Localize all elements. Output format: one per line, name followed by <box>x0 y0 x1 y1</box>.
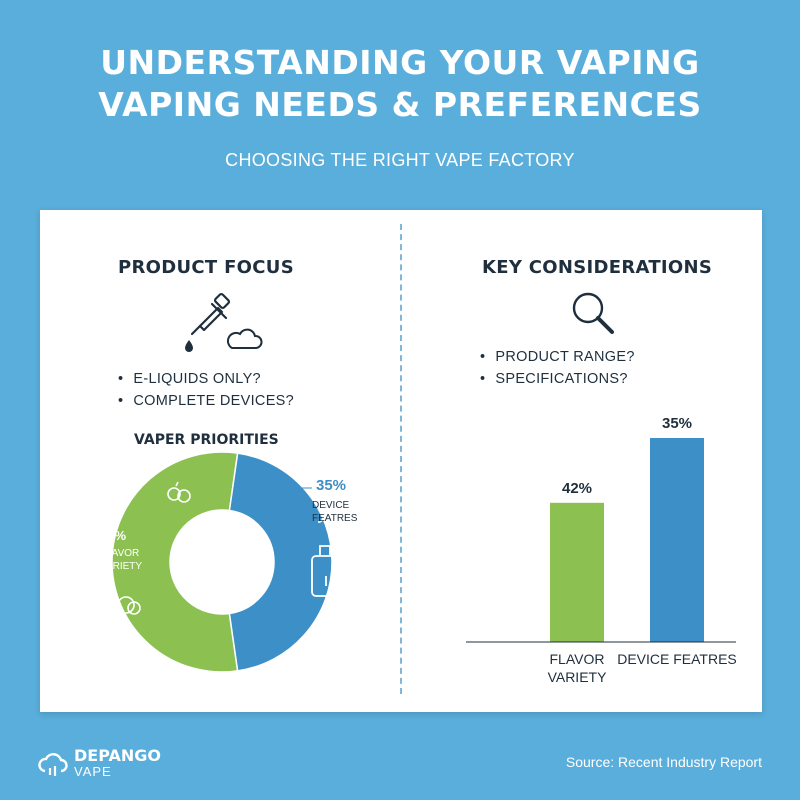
page-subtitle: CHOOSING THE RIGHT VAPE FACTORY <box>225 150 575 170</box>
key-considerations-heading: KEY CONSIDERATIONS <box>482 257 713 278</box>
device-value-label: 35% <box>316 477 346 494</box>
donut-slice-device <box>228 452 333 672</box>
device-label-line2: FEATRES <box>312 513 358 524</box>
fruit-icon <box>117 596 141 615</box>
bar-flavor-variety <box>550 502 604 642</box>
bar-series: 42% FLAVOR VARIETY 35% DEVICE FEATRES <box>548 415 737 685</box>
cloud-logo-icon <box>38 752 68 776</box>
donut-chart: 42% FLAVOR VARIETY 35% DEVICE FEATRES <box>100 451 358 673</box>
magnifier-icon <box>572 292 614 334</box>
page-title: UNDERSTANDING YOUR VAPING VAPING NEEDS &… <box>0 42 800 126</box>
bar-value-label: 35% <box>662 415 692 432</box>
title-line-2: VAPING NEEDS & PREFERENCES <box>98 85 702 124</box>
flavor-value-label: 42% <box>100 528 126 543</box>
bar-category-label: DEVICE FEATRES <box>617 651 737 667</box>
vape-device-icon <box>311 545 339 597</box>
donut-slices <box>111 451 333 673</box>
content-panel: PRODUCT FOCUS E-LIQUIDS ONLY? COMPLETE D… <box>40 210 762 712</box>
donut-chart-title: VAPER PRIORITIES <box>134 432 279 448</box>
flavor-label-line2: VARIETY <box>100 561 142 572</box>
panel-divider <box>400 224 402 694</box>
list-item: SPECIFICATIONS? <box>480 368 635 390</box>
brand-logo: DEPANGO VAPE <box>38 748 161 779</box>
list-item: PRODUCT RANGE? <box>480 346 635 368</box>
brand-name: DEPANGO <box>74 746 161 765</box>
source-note: Source: Recent Industry Report <box>565 754 762 770</box>
list-item: E-LIQUIDS ONLY? <box>118 368 294 390</box>
list-item: COMPLETE DEVICES? <box>118 390 294 412</box>
dropper-icon <box>185 292 263 352</box>
device-label-line1: DEVICE <box>312 500 350 511</box>
bar-chart: 42% FLAVOR VARIETY 35% DEVICE FEATRES <box>466 415 737 685</box>
flavor-label-line1: FLAVOR <box>100 548 139 559</box>
brand-sub: VAPE <box>74 764 112 779</box>
bar-value-label: 42% <box>562 480 592 497</box>
key-considerations-list: PRODUCT RANGE? SPECIFICATIONS? <box>480 346 635 390</box>
donut-slice-flavor <box>111 451 239 673</box>
bar-device-features <box>650 438 704 642</box>
battery-icon <box>317 498 337 527</box>
title-line-1: UNDERSTANDING YOUR VAPING <box>100 43 700 82</box>
bar-category-label: VARIETY <box>548 669 608 685</box>
apple-icon <box>167 481 191 503</box>
product-focus-heading: PRODUCT FOCUS <box>118 257 294 278</box>
product-focus-list: E-LIQUIDS ONLY? COMPLETE DEVICES? <box>118 368 294 412</box>
bar-category-label: FLAVOR <box>550 651 605 667</box>
